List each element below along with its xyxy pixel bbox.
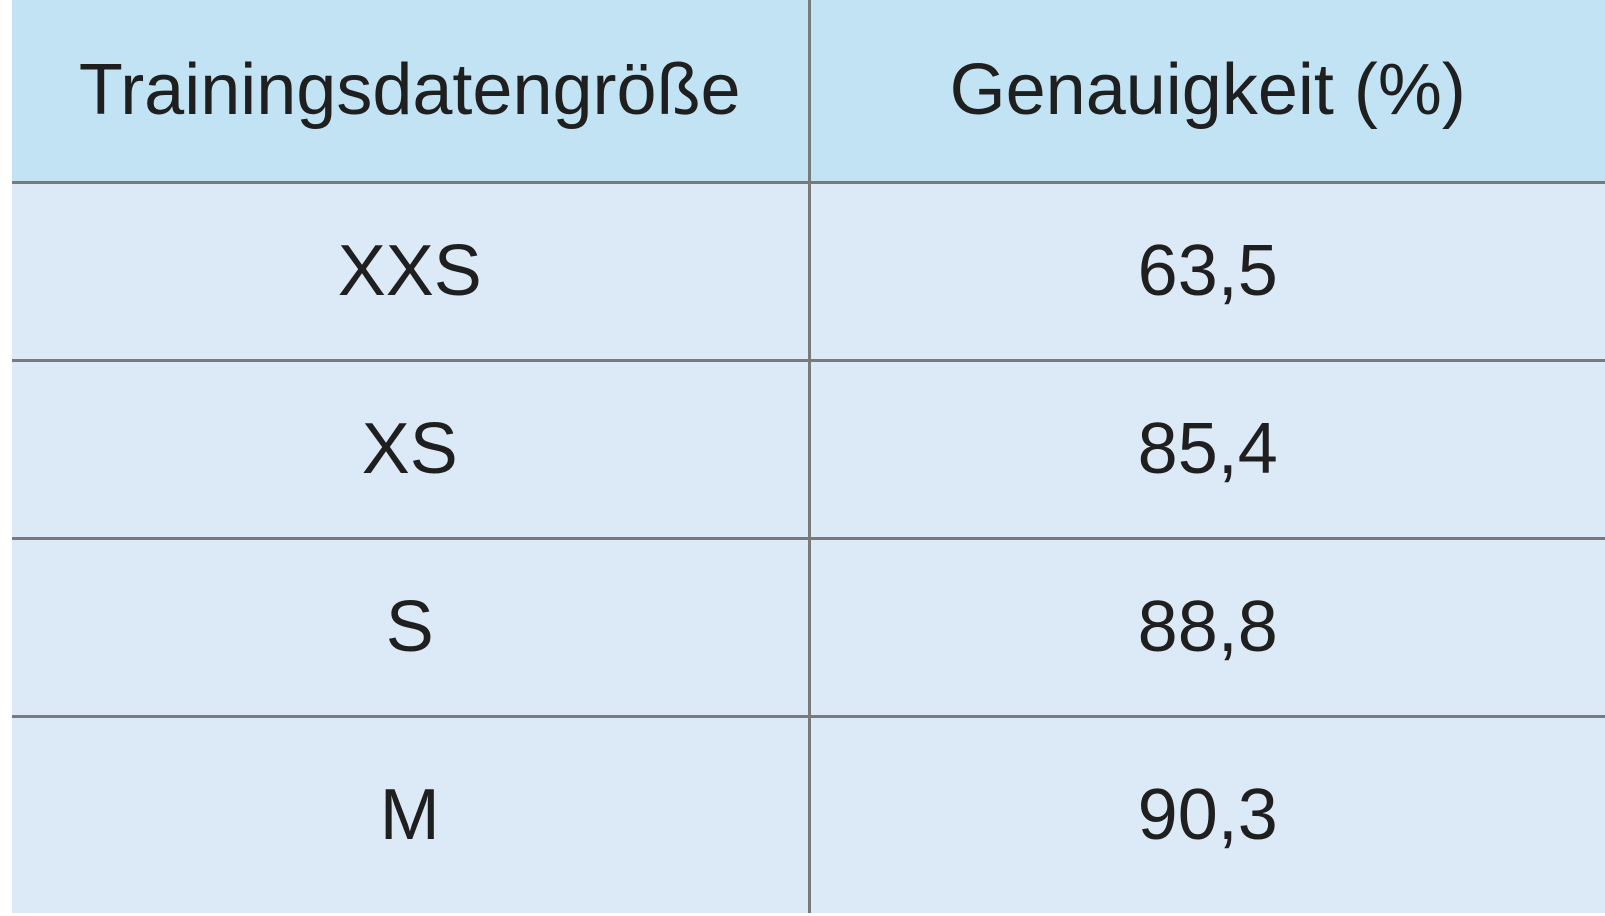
results-table-container: Trainingsdatengröße Genauigkeit (%) XXS … xyxy=(12,0,1605,916)
table-row: M 90,3 xyxy=(12,716,1605,913)
cell-accuracy: 63,5 xyxy=(807,182,1605,362)
table-row: S 88,8 xyxy=(12,538,1605,718)
accuracy-table: Trainingsdatengröße Genauigkeit (%) XXS … xyxy=(12,0,1605,913)
table-header-row: Trainingsdatengröße Genauigkeit (%) xyxy=(12,0,1605,184)
header-training-size: Trainingsdatengröße xyxy=(12,0,809,184)
cell-training-size: M xyxy=(12,716,809,913)
cell-training-size: XS xyxy=(12,360,809,540)
cell-accuracy: 90,3 xyxy=(807,716,1605,913)
table-row: XS 85,4 xyxy=(12,360,1605,540)
cell-training-size: S xyxy=(12,538,809,718)
cell-accuracy: 85,4 xyxy=(807,360,1605,540)
cell-accuracy: 88,8 xyxy=(807,538,1605,718)
header-accuracy: Genauigkeit (%) xyxy=(807,0,1605,184)
table-row: XXS 63,5 xyxy=(12,182,1605,362)
cell-training-size: XXS xyxy=(12,182,809,362)
